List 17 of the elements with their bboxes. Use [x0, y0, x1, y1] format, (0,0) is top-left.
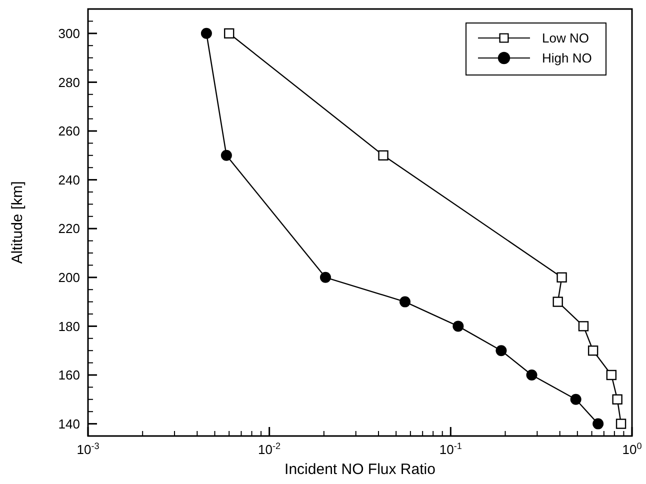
x-tick-label: 10$^{-3}$: [76, 441, 100, 457]
y-tick-label: 240: [58, 172, 80, 188]
x-tick-label: 10$^{0}$: [622, 441, 642, 457]
legend-label: High NO: [542, 50, 592, 66]
x-tick-label: 10$^{-1}$: [439, 441, 462, 457]
y-tick-label: 260: [58, 124, 80, 139]
y-tick-label: 200: [58, 270, 80, 285]
y-tick-label: 160: [58, 368, 80, 383]
legend-label: Low NO: [542, 30, 589, 46]
x-axis-title: Incident NO Flux Ratio: [284, 461, 436, 478]
y-tick-label: 300: [58, 26, 80, 41]
y-tick-label: 280: [58, 74, 80, 90]
y-axis-title: Altitude [km]: [9, 181, 26, 264]
x-tick-label: 10$^{-2}$: [258, 441, 281, 457]
y-tick-label: 180: [58, 318, 80, 334]
y-tick-label: 220: [58, 221, 80, 236]
y-tick-label: 140: [58, 416, 80, 432]
